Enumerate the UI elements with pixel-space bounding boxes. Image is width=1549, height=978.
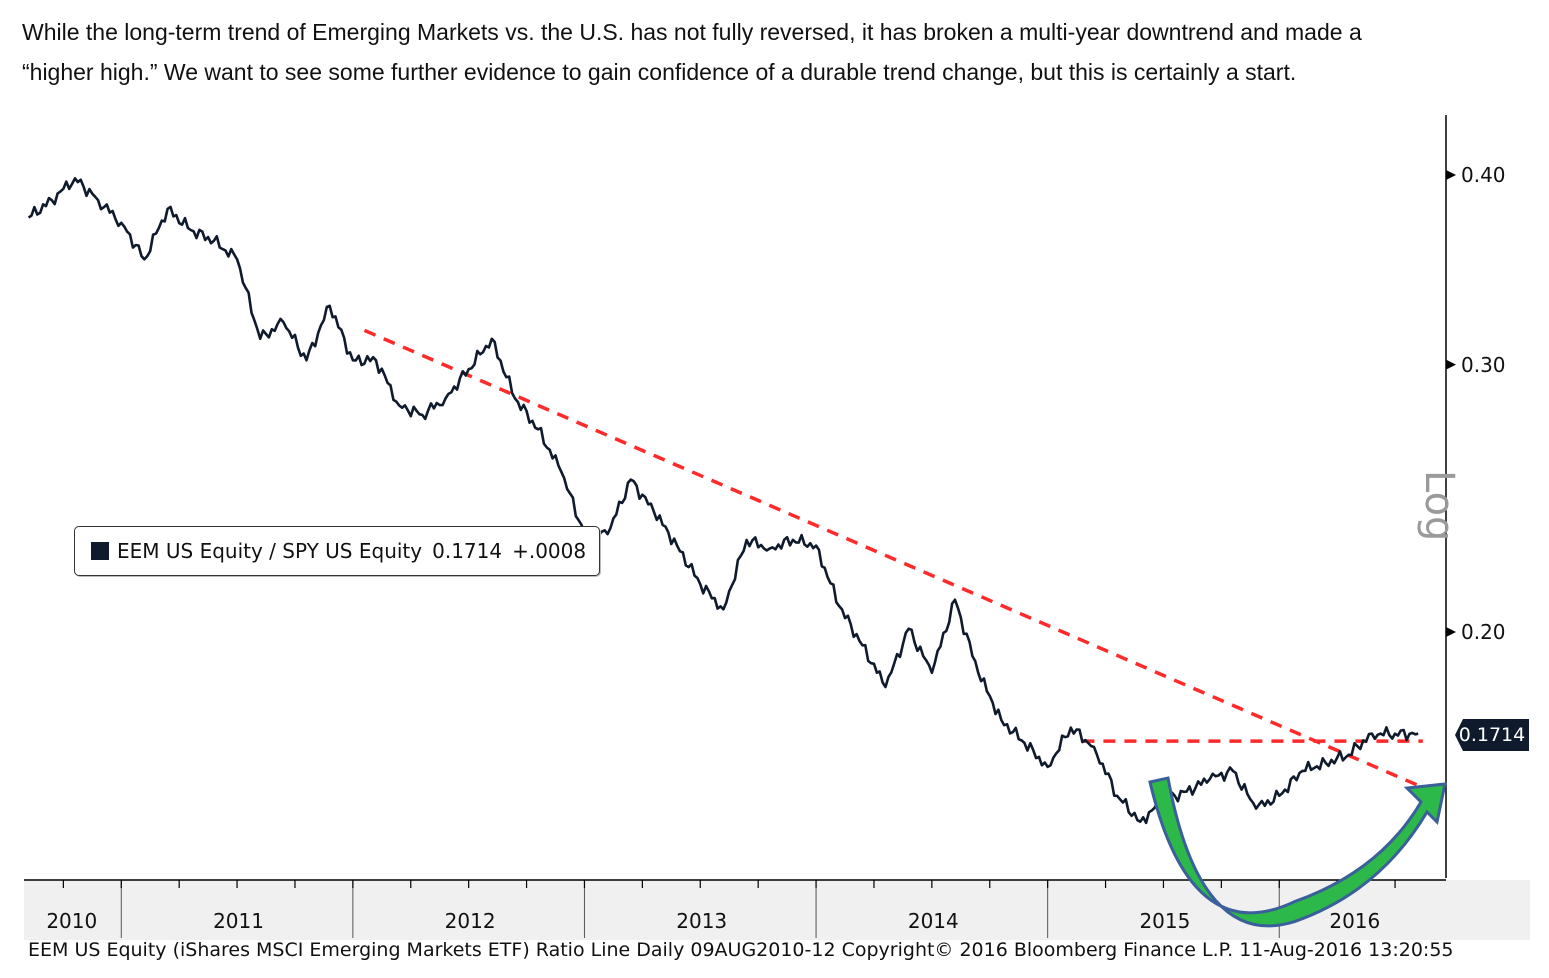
x-tick-label: 2012: [444, 909, 496, 933]
legend-change: +.0008: [512, 539, 587, 563]
x-tick-label: 2015: [1139, 909, 1191, 933]
x-tick-label: 2010: [46, 909, 98, 933]
x-tick-label: 2014: [907, 909, 959, 933]
last-value-tag: 0.1714: [1455, 719, 1529, 751]
log-scale-label: Log: [1416, 470, 1462, 542]
x-tick-label: 2013: [676, 909, 728, 933]
downtrend-line: [363, 328, 1424, 790]
chart-footer: EEM US Equity (iShares MSCI Emerging Mar…: [28, 939, 1454, 961]
series-line-eem-spy: [27, 177, 1419, 825]
curved-arrow: [1148, 776, 1447, 928]
chart-legend: EEM US Equity / SPY US Equity 0.1714 +.0…: [74, 526, 600, 576]
legend-label: EEM US Equity / SPY US Equity: [117, 539, 423, 563]
legend-swatch: [91, 542, 109, 560]
y-tick-label: 0.20: [1461, 620, 1506, 644]
y-tick-label: 0.40: [1461, 163, 1506, 187]
y-tick-label: 0.30: [1461, 352, 1506, 377]
green-curved-arrow: [1148, 776, 1447, 928]
series-group: [27, 177, 1419, 825]
x-tick-label: 2011: [213, 909, 264, 933]
caption: While the long-term trend of Emerging Ma…: [22, 12, 1537, 92]
y-tick: [1446, 170, 1456, 180]
y-tick: [1446, 359, 1456, 370]
caption-line-1: While the long-term trend of Emerging Ma…: [22, 19, 1362, 45]
y-tick: [1446, 627, 1456, 637]
legend-value: 0.1714: [432, 539, 503, 563]
caption-line-2: “higher high.” We want to see some furth…: [22, 59, 1297, 85]
x-tick-label: 2016: [1329, 909, 1381, 933]
